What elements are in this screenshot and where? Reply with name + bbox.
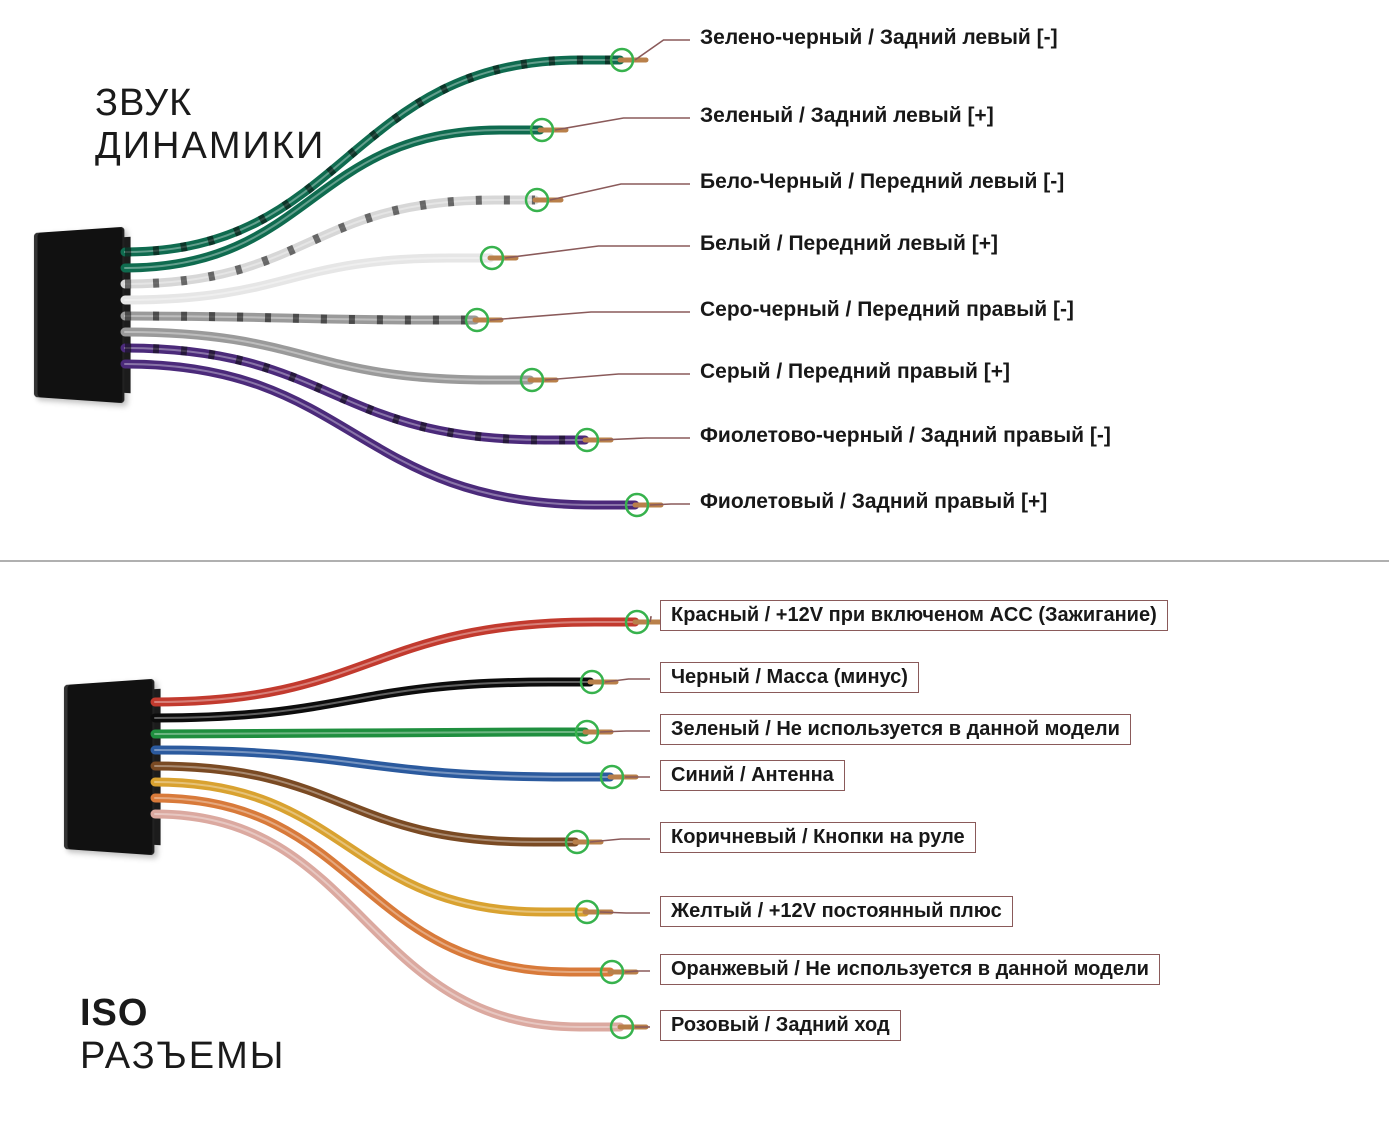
wire-label: Фиолетовый / Задний правый [+] [700,490,1047,514]
iso-connector [64,679,154,855]
title-line1: ЗВУК [95,82,325,125]
wire-label: Оранжевый / Не используется в данной мод… [660,954,1160,985]
title-line2: РАЗЪЕМЫ [80,1035,285,1078]
iso-panel: ISO РАЗЪЕМЫ Красный / +12V при включеном… [0,562,1389,1132]
wire-label: Серо-черный / Передний правый [-] [700,298,1074,322]
wire-label: Зелено-черный / Задний левый [-] [700,26,1058,50]
wire-label: Бело-Черный / Передний левый [-] [700,170,1064,194]
wire-label: Фиолетово-черный / Задний правый [-] [700,424,1111,448]
speaker-connector [34,227,124,403]
iso-title: ISO РАЗЪЕМЫ [80,992,285,1078]
wire-label: Красный / +12V при включеном ACC (Зажига… [660,600,1168,631]
wire-label: Синий / Антенна [660,760,845,791]
speaker-title: ЗВУК ДИНАМИКИ [95,82,325,168]
wire-label: Зеленый / Задний левый [+] [700,104,994,128]
title-line1: ISO [80,992,285,1035]
wire-label: Коричневый / Кнопки на руле [660,822,976,853]
wire-label: Розовый / Задний ход [660,1010,901,1041]
wire-label: Черный / Масса (минус) [660,662,919,693]
wire-label: Серый / Передний правый [+] [700,360,1010,384]
wire-label: Желтый / +12V постоянный плюс [660,896,1013,927]
title-line2: ДИНАМИКИ [95,125,325,168]
wire-label: Зеленый / Не используется в данной модел… [660,714,1131,745]
wire-label: Белый / Передний левый [+] [700,232,998,256]
speaker-panel: ЗВУК ДИНАМИКИ Зелено-черный / Задний лев… [0,0,1389,560]
